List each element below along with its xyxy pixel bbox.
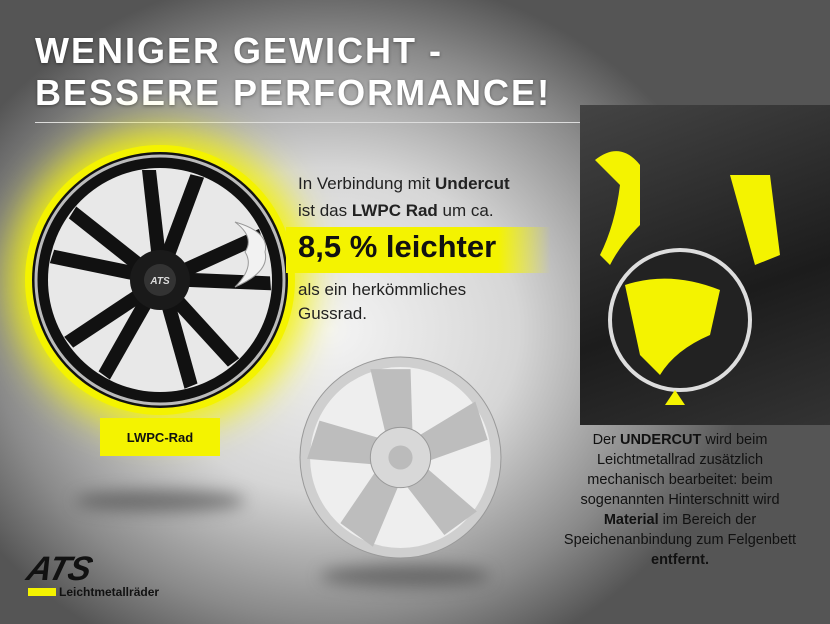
intro-text: In Verbindung mit Undercut ist das LWPC … [298,174,510,220]
wheel-label: LWPC-Rad [100,418,220,456]
headline: WENIGER GEWICHT - BESSERE PERFORMANCE! [35,30,551,114]
lwpc-wheel-image: ATS [32,152,288,408]
cutaway-swirl-icon [234,221,267,288]
undercut-description: Der UNDERCUT wird beim Leichtmetallrad z… [563,432,797,568]
hub-logo: ATS [149,276,170,287]
cast-wheel-image [299,356,502,559]
headline-line-1: WENIGER GEWICHT - [35,30,443,71]
ats-logo: ATS Leichtmetallräder [22,550,160,599]
wheel-shadow [320,565,490,587]
comparison-text: als ein herkömmliches Gussrad. [298,280,467,323]
undercut-cross-section-image [580,105,830,425]
divider [35,122,600,123]
headline-line-2: BESSERE PERFORMANCE! [35,72,552,113]
weight-savings: 8,5 % leichter [298,229,497,264]
wheel-shadow [75,490,245,512]
highlight-band [286,227,551,273]
